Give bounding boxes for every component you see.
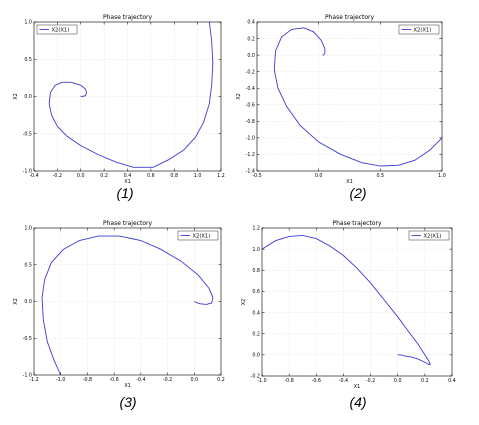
- x-tick-label: 0.2: [421, 378, 429, 384]
- legend-label: X2(X1): [52, 27, 70, 33]
- chart-panel-3: -1.2 -1.0 -0.8 -0.6 -0.4 -0.2 0.0 0.2-1.0-0.50.…: [13, 220, 225, 410]
- chart-title: Phase trajectory: [103, 220, 152, 227]
- y-tick-label: -0.5: [23, 131, 32, 137]
- legend-box: [36, 24, 78, 35]
- x-tick-label: 0.5: [377, 173, 385, 179]
- y-tick-label: 0.0: [24, 299, 32, 305]
- y-tick-label: 0.8: [252, 268, 260, 274]
- panel-caption: (4): [349, 394, 366, 410]
- y-tick-label: 1.2: [252, 226, 260, 232]
- y-tick-label: 0.2: [247, 36, 255, 42]
- chart-panel-4: -1.0 -0.8 -0.6 -0.4 -0.2 0.0 0.2 0.4 -0.2 0.0 0.2 0…: [241, 220, 456, 410]
- x-axis-label: X1: [346, 179, 353, 185]
- y-tick-label: -0.8: [246, 119, 255, 125]
- y-tick-label: 0.5: [24, 57, 32, 63]
- y-axis-label: X2: [13, 93, 19, 100]
- y-tick-label: 0.2: [252, 331, 260, 337]
- chart-panel-2: -0.5 0.0 0.5 1.0 -1.4 -1.2 -1.0 -0.8 -0.6 -0.4 -0.…: [236, 14, 446, 201]
- y-tick-label: -0.5: [23, 336, 32, 342]
- y-tick-label: -0.2: [251, 374, 260, 380]
- x-tick-label: -1.0: [257, 378, 266, 384]
- x-tick-label: 1.0: [438, 173, 446, 179]
- y-tick-label: -0.2: [246, 69, 255, 75]
- x-tick-label: 0.2: [217, 377, 225, 383]
- legend: X2(X1): [408, 230, 450, 241]
- series-line: [261, 234, 431, 365]
- x-tick-label: 0.8: [170, 173, 178, 179]
- legend-box: [398, 24, 440, 35]
- x-tick-label: -0.4: [136, 377, 145, 383]
- chart-title: Phase trajectory: [103, 14, 152, 21]
- x-tick-label: -0.6: [312, 378, 321, 384]
- chart-panel-1: -0.4 -0.2 0.0 0.2 0.4 0.6 0.8 1.0 1.2 -1.0 -0.5 0.0…: [13, 14, 225, 201]
- y-tick-label: 1.0: [24, 226, 32, 232]
- x-tick-label: -0.2: [53, 173, 62, 179]
- y-tick-label: 0.4: [247, 20, 255, 26]
- panel-caption: (2): [349, 185, 366, 201]
- x-tick-label: -0.4: [29, 173, 38, 179]
- x-tick-label: -0.2: [163, 377, 172, 383]
- x-tick-label: -0.4: [339, 378, 348, 384]
- y-tick-label: -1.0: [246, 136, 255, 142]
- x-tick-label: -1.0: [56, 377, 65, 383]
- y-tick-label: 1.0: [24, 20, 32, 26]
- x-tick-label: 0.0: [394, 378, 402, 384]
- y-tick-label: 0.0: [247, 53, 255, 59]
- x-tick-label: 0.0: [315, 173, 323, 179]
- x-tick-label: -0.5: [252, 173, 261, 179]
- panel-caption: (1): [116, 185, 133, 201]
- legend-box: [177, 230, 219, 241]
- x-tick-label: 0.2: [100, 173, 108, 179]
- x-axis-label: X1: [354, 384, 361, 390]
- plot-frame: [261, 227, 453, 377]
- x-tick-label: 0.4: [124, 173, 132, 179]
- x-tick-label: 0.4: [448, 378, 456, 384]
- series-line: [41, 235, 214, 376]
- legend-label: X2(X1): [414, 27, 432, 33]
- y-tick-label: -1.4: [246, 169, 255, 175]
- y-tick-label: 0.6: [252, 289, 260, 295]
- legend: X2(X1): [398, 24, 440, 35]
- y-axis-label: X2: [241, 299, 247, 306]
- legend-box: [408, 230, 450, 241]
- y-tick-label: -0.6: [246, 102, 255, 108]
- x-tick-label: 0.0: [77, 173, 85, 179]
- x-tick-label: -1.2: [29, 377, 38, 383]
- y-tick-label: 1.0: [252, 247, 260, 253]
- x-tick-label: -0.8: [284, 378, 293, 384]
- y-tick-label: -0.4: [246, 86, 255, 92]
- y-tick-label: 0.5: [24, 262, 32, 268]
- series-line: [273, 27, 443, 167]
- x-axis-label: X1: [124, 179, 131, 185]
- legend: X2(X1): [177, 230, 219, 241]
- chart-title: Phase trajectory: [325, 14, 374, 21]
- y-tick-label: -1.0: [23, 373, 32, 379]
- legend-label: X2(X1): [193, 233, 211, 239]
- y-tick-label: -1.2: [246, 152, 255, 158]
- x-tick-label: 1.0: [194, 173, 202, 179]
- y-tick-label: -1.0: [23, 169, 32, 175]
- x-tick-label: 0.6: [147, 173, 155, 179]
- y-axis-label: X2: [236, 93, 242, 100]
- x-tick-label: -0.2: [366, 378, 375, 384]
- series-line: [48, 21, 214, 168]
- panel-caption: (3): [119, 394, 136, 410]
- y-tick-label: 0.0: [24, 94, 32, 100]
- x-tick-label: 1.2: [217, 173, 225, 179]
- chart-title: Phase trajectory: [332, 220, 381, 227]
- y-axis-label: X2: [13, 298, 19, 305]
- y-tick-label: 0.0: [252, 353, 260, 359]
- legend-label: X2(X1): [424, 233, 442, 239]
- x-axis-label: X1: [124, 383, 131, 389]
- x-tick-label: 0.0: [190, 377, 198, 383]
- x-tick-label: -0.8: [83, 377, 92, 383]
- plot-frame: [256, 21, 443, 172]
- y-tick-label: 0.4: [252, 310, 260, 316]
- legend: X2(X1): [36, 24, 78, 35]
- x-tick-label: -0.6: [109, 377, 118, 383]
